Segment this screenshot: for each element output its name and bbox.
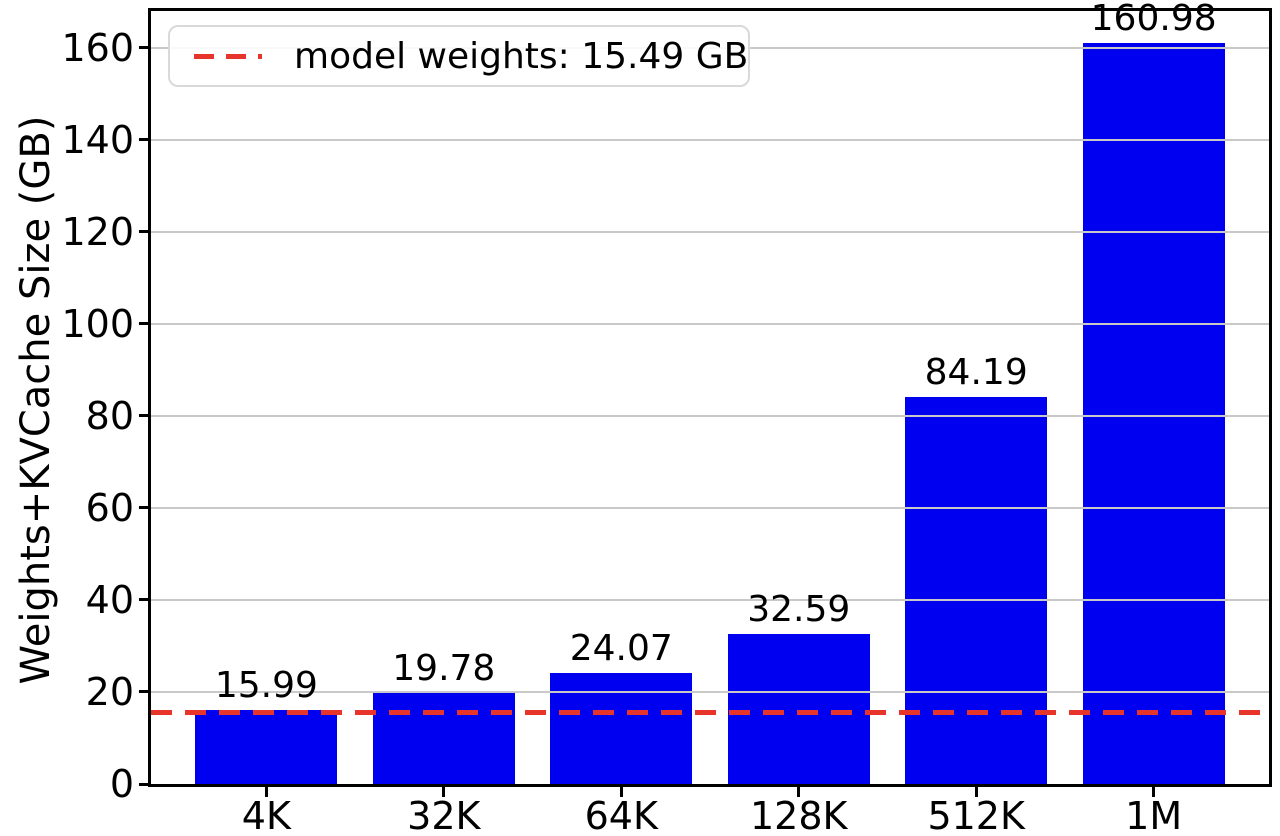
x-tick-label: 64K xyxy=(584,794,658,836)
bar xyxy=(905,396,1048,784)
bar xyxy=(372,693,515,784)
x-tick-label: 32K xyxy=(407,794,481,836)
y-tick-label: 20 xyxy=(85,669,134,714)
x-tick-mark xyxy=(619,787,623,797)
x-tick-mark xyxy=(442,787,446,797)
bar-value-label: 32.59 xyxy=(747,589,851,631)
y-tick-label: 140 xyxy=(61,117,134,162)
bar-value-label: 24.07 xyxy=(569,628,673,670)
y-tick-label: 160 xyxy=(61,25,134,70)
x-tick-mark xyxy=(1152,787,1156,797)
gridline xyxy=(151,506,1269,509)
x-tick-mark xyxy=(974,787,978,797)
bar-value-label: 84.19 xyxy=(924,351,1028,393)
bar-value-label: 15.99 xyxy=(214,665,318,707)
x-tick-label: 1M xyxy=(1125,794,1183,836)
x-tick-label: 4K xyxy=(241,794,291,836)
bar xyxy=(195,710,338,784)
bar xyxy=(1082,43,1225,784)
x-tick-label: 512K xyxy=(927,794,1025,836)
y-tick-mark xyxy=(139,598,150,602)
gridline xyxy=(151,322,1269,325)
y-tick-label: 80 xyxy=(85,393,134,438)
bar-value-label: 160.98 xyxy=(1090,0,1217,40)
bar-value-label: 19.78 xyxy=(392,648,496,689)
y-tick-label: 60 xyxy=(85,485,134,530)
gridline xyxy=(151,690,1269,693)
gridline xyxy=(151,138,1269,141)
bar xyxy=(727,634,870,784)
legend-label: model weights: 15.49 GB xyxy=(294,35,749,77)
legend: model weights: 15.49 GB xyxy=(168,25,750,87)
y-tick-mark xyxy=(139,46,150,50)
y-tick-mark xyxy=(139,506,150,510)
x-tick-mark xyxy=(797,787,801,797)
model-weights-reference-line xyxy=(151,710,1269,716)
y-tick-mark xyxy=(139,230,150,234)
y-tick-label: 40 xyxy=(85,577,134,622)
y-tick-mark xyxy=(139,322,150,326)
y-tick-mark xyxy=(139,414,150,418)
gridline xyxy=(151,414,1269,417)
bar xyxy=(550,673,693,784)
gridline xyxy=(151,598,1269,601)
x-tick-label: 128K xyxy=(749,794,848,836)
y-tick-mark xyxy=(139,690,150,694)
y-tick-label: 0 xyxy=(109,762,134,806)
x-tick-mark xyxy=(264,787,268,797)
legend-dashed-line-sample xyxy=(194,53,262,59)
y-tick-label: 100 xyxy=(61,301,134,346)
y-tick-mark xyxy=(139,782,150,786)
y-tick-mark xyxy=(139,138,150,142)
plot-area: model weights: 15.49 GB 15.99 19.78 24.07 3… xyxy=(148,0,1272,787)
gridline xyxy=(151,230,1269,233)
y-tick-label: 120 xyxy=(61,209,134,254)
